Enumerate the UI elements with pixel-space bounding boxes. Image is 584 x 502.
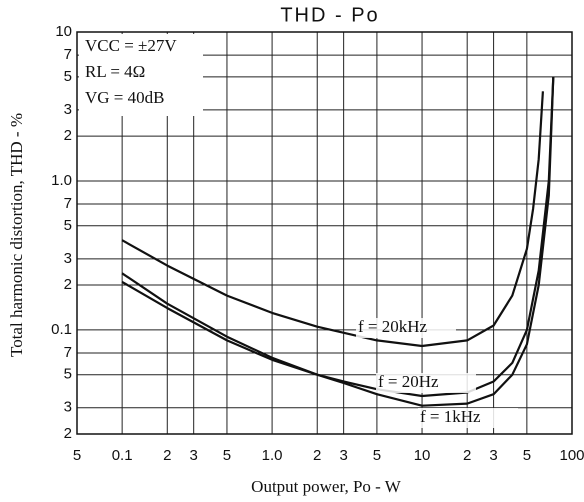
x-tick-label: 2 <box>463 447 471 464</box>
chart-title: THD - Po <box>280 4 379 26</box>
x-tick-label: 3 <box>489 447 497 464</box>
x-tick-label: 1.0 <box>262 447 283 464</box>
series-line <box>121 76 555 407</box>
series-label-bg <box>376 373 476 393</box>
x-tick-label: 3 <box>339 447 347 464</box>
y-tick-label: 7 <box>64 195 72 212</box>
x-tick-label: 2 <box>163 447 171 464</box>
y-tick-label: 5 <box>64 366 72 383</box>
series-line <box>121 76 555 398</box>
x-tick-label: 2 <box>313 447 321 464</box>
y-tick-label: 5 <box>64 217 72 234</box>
y-tick-label: 2 <box>64 276 72 293</box>
series-label: f = 1kHz <box>420 407 481 426</box>
series-label: f = 20Hz <box>378 372 439 391</box>
series-label-bg <box>356 318 456 338</box>
series-label: f = 20kHz <box>358 317 428 336</box>
y-tick-label: 0.1 <box>51 321 72 338</box>
condition-text: VG = 40dB <box>85 88 164 107</box>
x-tick-label: 5 <box>523 447 531 464</box>
condition-box <box>79 34 203 116</box>
x-tick-label: 10 <box>414 447 431 464</box>
x-tick-label: 3 <box>190 447 198 464</box>
x-tick-label: 0.1 <box>112 447 133 464</box>
y-tick-label: 3 <box>64 250 72 267</box>
x-tick-label: 5 <box>373 447 381 464</box>
x-tick-label: 5 <box>73 447 81 464</box>
x-tick-label: 5 <box>223 447 231 464</box>
condition-text: RL = 4Ω <box>85 62 145 81</box>
series-line <box>121 91 544 348</box>
y-tick-label: 10 <box>55 23 72 40</box>
y-tick-label: 7 <box>64 46 72 63</box>
y-tick-label: 2 <box>64 425 72 442</box>
y-tick-label: 1.0 <box>51 172 72 189</box>
y-tick-label: 5 <box>64 68 72 85</box>
x-axis-label: Output power, Po - W <box>251 477 402 496</box>
y-tick-label: 3 <box>64 101 72 118</box>
condition-text: VCC = ±27V <box>85 36 177 55</box>
x-tick-label: 100 <box>559 447 584 464</box>
plot-frame <box>76 31 573 435</box>
y-axis-label: Total harmonic distortion, THD - % <box>7 113 26 357</box>
y-tick-label: 7 <box>64 344 72 361</box>
y-tick-label: 3 <box>64 399 72 416</box>
series-label-bg <box>418 408 518 428</box>
y-tick-label: 2 <box>64 127 72 144</box>
